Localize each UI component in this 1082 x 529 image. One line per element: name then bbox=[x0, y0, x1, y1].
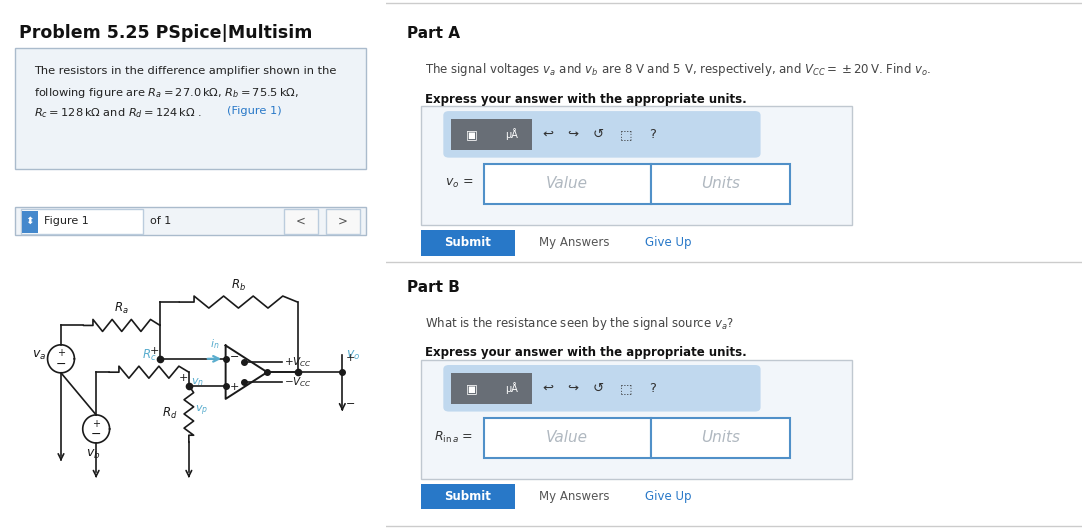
Text: +: + bbox=[149, 346, 159, 357]
FancyBboxPatch shape bbox=[484, 418, 650, 458]
FancyBboxPatch shape bbox=[21, 209, 143, 234]
FancyBboxPatch shape bbox=[421, 360, 853, 479]
Text: Part B: Part B bbox=[407, 280, 460, 295]
Text: μÅ: μÅ bbox=[505, 129, 518, 140]
FancyBboxPatch shape bbox=[451, 373, 492, 404]
Text: +: + bbox=[57, 349, 65, 359]
Text: Units: Units bbox=[701, 176, 740, 191]
Text: Express your answer with the appropriate units.: Express your answer with the appropriate… bbox=[424, 346, 747, 360]
Text: Problem 5.25 PSpice|Multisim: Problem 5.25 PSpice|Multisim bbox=[19, 24, 313, 42]
Text: ↺: ↺ bbox=[592, 128, 604, 141]
Text: Value: Value bbox=[546, 176, 589, 191]
Text: ?: ? bbox=[648, 382, 656, 395]
Text: Submit: Submit bbox=[445, 490, 491, 503]
Text: $v_o$: $v_o$ bbox=[345, 349, 360, 362]
Text: −: − bbox=[56, 358, 66, 371]
Text: +: + bbox=[229, 382, 239, 392]
Text: My Answers: My Answers bbox=[539, 490, 609, 503]
Text: $R_c = 128\,\mathrm{k\Omega}$ and $R_d = 124\,\mathrm{k\Omega}$ .: $R_c = 128\,\mathrm{k\Omega}$ and $R_d =… bbox=[35, 106, 202, 120]
Text: Units: Units bbox=[701, 430, 740, 445]
FancyBboxPatch shape bbox=[421, 230, 515, 256]
Text: ↪: ↪ bbox=[567, 128, 578, 141]
Text: Give Up: Give Up bbox=[645, 236, 691, 249]
Text: What is the resistance seen by the signal source $v_a$?: What is the resistance seen by the signa… bbox=[424, 315, 734, 332]
Text: $i_n$: $i_n$ bbox=[210, 338, 220, 351]
Text: +: + bbox=[345, 353, 355, 363]
Text: (Figure 1): (Figure 1) bbox=[226, 106, 281, 116]
Text: ▣: ▣ bbox=[465, 128, 477, 141]
Text: ⬚: ⬚ bbox=[620, 382, 633, 395]
Text: +: + bbox=[92, 418, 101, 428]
Text: μÅ: μÅ bbox=[505, 382, 518, 394]
Text: $R_a$: $R_a$ bbox=[115, 301, 129, 316]
Text: +: + bbox=[179, 373, 188, 383]
FancyBboxPatch shape bbox=[491, 373, 532, 404]
Text: ↪: ↪ bbox=[567, 382, 578, 395]
Text: ⬚: ⬚ bbox=[620, 128, 633, 141]
FancyBboxPatch shape bbox=[326, 209, 360, 234]
Text: $-V_{CC}$: $-V_{CC}$ bbox=[283, 375, 312, 389]
Text: ↺: ↺ bbox=[592, 382, 604, 395]
Text: $R_d$: $R_d$ bbox=[162, 406, 177, 422]
Text: The resistors in the difference amplifier shown in the: The resistors in the difference amplifie… bbox=[35, 66, 337, 76]
Text: ↩: ↩ bbox=[542, 382, 553, 395]
Text: $+V_{CC}$: $+V_{CC}$ bbox=[283, 355, 312, 369]
Text: $v_a$: $v_a$ bbox=[31, 349, 45, 362]
FancyBboxPatch shape bbox=[491, 119, 532, 150]
Text: $v_n$: $v_n$ bbox=[192, 376, 204, 388]
Text: Give Up: Give Up bbox=[645, 490, 691, 503]
Text: following figure are $R_a = 27.0\,\mathrm{k\Omega}$, $R_b = 75.5\,\mathrm{k\Omeg: following figure are $R_a = 27.0\,\mathr… bbox=[35, 86, 299, 99]
FancyBboxPatch shape bbox=[22, 211, 38, 233]
Text: of 1: of 1 bbox=[150, 216, 172, 226]
FancyBboxPatch shape bbox=[421, 484, 515, 509]
FancyBboxPatch shape bbox=[15, 207, 366, 235]
Text: $v_b$: $v_b$ bbox=[85, 448, 101, 461]
FancyBboxPatch shape bbox=[650, 164, 790, 204]
Text: $R_b$: $R_b$ bbox=[230, 278, 246, 293]
Text: The signal voltages $v_a$ and $v_b$ are 8 V and 5 V, respectively, and $V_{CC} =: The signal voltages $v_a$ and $v_b$ are … bbox=[424, 61, 931, 78]
Text: $R_c$: $R_c$ bbox=[142, 348, 156, 363]
FancyBboxPatch shape bbox=[444, 365, 761, 412]
Text: Figure 1: Figure 1 bbox=[43, 216, 89, 226]
Text: ↩: ↩ bbox=[542, 128, 553, 141]
Text: My Answers: My Answers bbox=[539, 236, 609, 249]
FancyBboxPatch shape bbox=[650, 418, 790, 458]
Text: ▣: ▣ bbox=[465, 382, 477, 395]
FancyBboxPatch shape bbox=[421, 106, 853, 225]
Text: $R_{\mathrm{in}\,a}$ =: $R_{\mathrm{in}\,a}$ = bbox=[434, 430, 473, 445]
Text: ⬍: ⬍ bbox=[26, 216, 35, 226]
Text: −: − bbox=[345, 399, 355, 409]
Text: $v_o$ =: $v_o$ = bbox=[445, 177, 473, 190]
Text: −: − bbox=[91, 428, 102, 441]
Text: ?: ? bbox=[648, 128, 656, 141]
FancyBboxPatch shape bbox=[451, 119, 492, 150]
FancyBboxPatch shape bbox=[15, 48, 366, 169]
Text: <: < bbox=[296, 215, 306, 227]
Text: >: > bbox=[338, 215, 347, 227]
FancyBboxPatch shape bbox=[283, 209, 318, 234]
FancyBboxPatch shape bbox=[444, 111, 761, 158]
Text: Part A: Part A bbox=[407, 26, 460, 41]
Text: −: − bbox=[229, 352, 239, 362]
Text: Express your answer with the appropriate units.: Express your answer with the appropriate… bbox=[424, 93, 747, 106]
Text: Value: Value bbox=[546, 430, 589, 445]
Text: $v_p$: $v_p$ bbox=[195, 404, 208, 418]
Text: Submit: Submit bbox=[445, 236, 491, 249]
FancyBboxPatch shape bbox=[484, 164, 650, 204]
